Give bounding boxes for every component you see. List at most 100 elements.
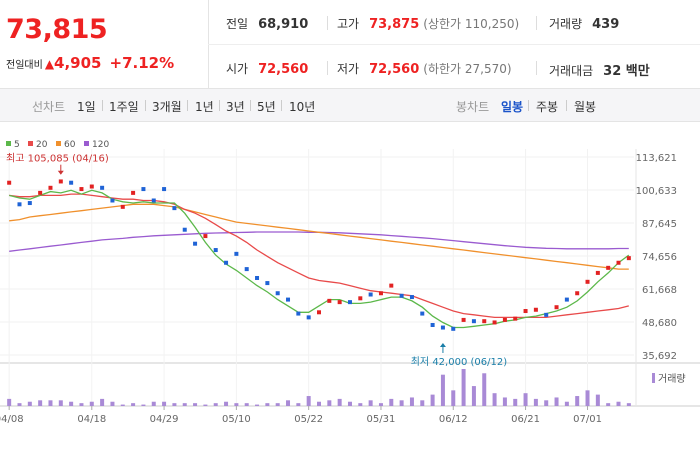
line-chart-label: 선차트: [32, 100, 66, 114]
x-tick-label: 05/31: [367, 414, 396, 425]
candle: [471, 319, 476, 324]
candle: [513, 316, 518, 321]
volume-bar: [151, 401, 156, 406]
legend-swatch: [28, 141, 33, 146]
tab-1w[interactable]: 1주일: [109, 100, 139, 114]
y-tick-label: 87,645: [642, 219, 677, 230]
y-tick-label: 74,656: [642, 252, 677, 263]
candle: [544, 312, 549, 317]
volume-bar: [451, 390, 456, 406]
stat-limit: (상한가 110,250): [423, 17, 520, 31]
tab-3y[interactable]: 3년: [226, 100, 245, 114]
candle: [626, 256, 631, 261]
volume-bar: [224, 401, 229, 406]
candle: [151, 198, 156, 203]
volume-bar: [420, 400, 425, 406]
candle: [409, 295, 414, 300]
ma60-line: [9, 203, 629, 270]
x-tick-label: 06/21: [511, 414, 540, 425]
stat-label: 고가: [337, 17, 360, 31]
candle: [162, 187, 167, 192]
candle: [389, 283, 394, 288]
tab-daily[interactable]: 일봉: [501, 100, 524, 114]
x-tick-label: 05/10: [222, 414, 251, 425]
change-label: 전일대비: [6, 60, 43, 71]
candle: [38, 190, 43, 195]
candle: [224, 260, 229, 265]
x-tick-label: 07/01: [573, 414, 602, 425]
stat-volume: 거래량 439: [549, 15, 619, 32]
candle: [296, 311, 301, 316]
candle: [399, 293, 404, 298]
x-tick-label: 04/08: [0, 414, 24, 425]
candle: [120, 204, 125, 209]
candle: [213, 248, 218, 253]
current-price: 73,815: [6, 14, 108, 45]
volume-bar: [120, 404, 125, 406]
candle: [275, 291, 280, 296]
candle: [110, 198, 115, 203]
candle: [286, 297, 291, 302]
candle-chart-label: 봉차트: [456, 100, 490, 114]
candle: [585, 279, 590, 284]
legend-label: 5: [14, 140, 20, 150]
tab-1d[interactable]: 1일: [77, 100, 96, 114]
annotation-arrowhead: [57, 170, 64, 175]
volume-bars: [7, 369, 631, 406]
candle: [203, 234, 208, 239]
candle: [378, 291, 383, 296]
candle: [337, 300, 342, 305]
stat-value: 72,560: [369, 62, 420, 77]
divider: [102, 100, 103, 111]
volume-bar: [606, 403, 611, 406]
volume-bar: [48, 400, 53, 406]
candle: [100, 185, 105, 190]
volume-bar: [337, 398, 342, 406]
tab-10y[interactable]: 10년: [289, 100, 316, 114]
volume-bar: [58, 400, 63, 406]
x-tick-label: 04/29: [150, 414, 179, 425]
chart-annotations: 최고 105,085 (04/16) 최저 42,000 (06/12): [6, 153, 507, 368]
candle: [420, 311, 425, 316]
candle: [368, 292, 373, 297]
candle: [595, 270, 600, 275]
candle: [193, 241, 198, 246]
candle: [234, 251, 239, 256]
stat-open: 시가 72,560: [226, 60, 308, 77]
candle: [492, 320, 497, 325]
tab-3m[interactable]: 3개월: [152, 100, 182, 114]
volume-bar: [162, 401, 167, 406]
volume-bar: [131, 403, 136, 406]
volume-bar: [286, 400, 291, 406]
legend-label: 120: [92, 140, 109, 150]
candle: [451, 326, 456, 331]
x-tick-label: 04/18: [77, 414, 106, 425]
tab-weekly[interactable]: 주봉: [536, 100, 559, 114]
chart-legend: 5 20 60 120: [6, 140, 109, 150]
candle: [317, 310, 321, 315]
volume-bar: [193, 403, 198, 406]
volume-bar: [296, 403, 301, 406]
volume-bar: [38, 400, 43, 406]
candle: [69, 180, 74, 185]
change-percent: +7.12%: [109, 54, 175, 72]
divider: [327, 61, 328, 75]
y-tick-label: 48,680: [642, 318, 677, 329]
volume-bar: [368, 400, 373, 406]
volume-bar: [513, 398, 518, 406]
tab-5y[interactable]: 5년: [257, 100, 276, 114]
stat-value: 439: [592, 17, 620, 32]
tab-monthly[interactable]: 월봉: [574, 100, 597, 114]
candle: [131, 190, 136, 195]
candle: [358, 296, 363, 301]
candles: [7, 179, 631, 331]
volume-bar: [203, 404, 208, 406]
candle: [255, 275, 260, 280]
stat-label: 거래대금: [549, 64, 594, 78]
volume-bar: [69, 401, 74, 406]
tab-1y[interactable]: 1년: [195, 100, 214, 114]
volume-bar: [100, 398, 105, 406]
volume-bar: [306, 396, 311, 406]
candle: [606, 265, 611, 270]
volume-bar: [554, 397, 559, 406]
